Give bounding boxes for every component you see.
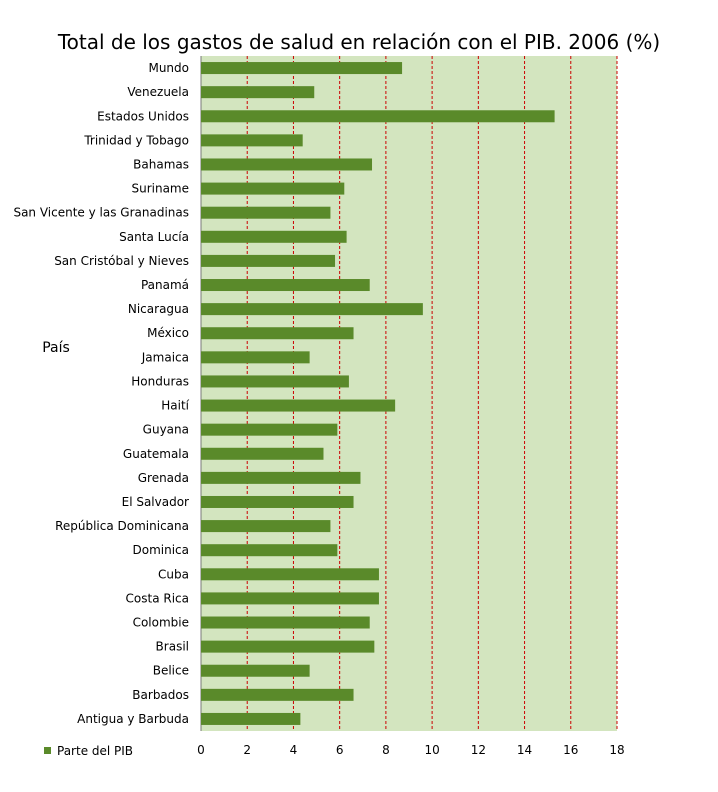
bar [201,254,336,267]
category-label: Santa Lucía [119,230,189,244]
bar [201,495,354,508]
category-label: Colombie [133,616,189,630]
bar [201,303,423,316]
category-label: Grenada [138,471,189,485]
category-label: Costa Rica [126,591,189,605]
bar [201,447,324,460]
x-tick-label: 18 [609,743,624,757]
bar [201,471,361,484]
category-label: Haití [161,399,189,413]
bar [201,544,338,557]
bar [201,399,396,412]
category-label: Brasil [156,640,189,654]
category-label: San Cristóbal y Nieves [54,254,189,268]
category-label: Suriname [131,182,189,196]
y-axis-label: País [42,340,70,356]
category-label: San Vicente y las Granadinas [13,206,189,220]
category-label: Jamaica [141,350,189,364]
category-label: Antigua y Barbuda [77,712,189,726]
bar [201,279,370,292]
legend-label: Parte del PIB [57,744,133,758]
category-label: Bahamas [133,157,189,171]
bar [201,592,379,605]
bar [201,110,555,123]
category-label: Estados Unidos [97,109,189,123]
category-label: Barbados [132,688,189,702]
bar [201,86,315,99]
category-label: Guyana [143,423,189,437]
category-label: México [147,326,189,340]
category-label: Panamá [141,278,189,292]
bar [201,158,373,171]
category-label: Trinidad y Tobago [83,133,189,147]
bar [201,62,403,75]
x-tick-label: 10 [424,743,439,757]
bar [201,520,331,533]
bar [201,351,310,364]
bar [201,640,375,653]
bar [201,327,354,340]
bar [201,712,301,725]
chart-title: Total de los gastos de salud en relación… [57,30,660,54]
bar [201,568,379,581]
bar [201,206,331,219]
legend-swatch [44,747,51,754]
x-tick-label: 14 [517,743,532,757]
x-tick-label: 16 [563,743,578,757]
plot-area [201,56,617,731]
x-tick-label: 2 [243,743,251,757]
category-label: Mundo [148,61,189,75]
bars [201,62,555,725]
x-tick-label: 12 [471,743,486,757]
category-label: El Salvador [122,495,189,509]
category-label: Guatemala [123,447,189,461]
x-tick-label: 8 [382,743,390,757]
x-tick-labels: 0 2 4 6 8 10 12 14 16 18 [197,743,624,757]
bar [201,375,349,388]
bar [201,423,338,436]
category-label: Nicaragua [128,302,189,316]
category-label: Dominica [133,543,190,557]
bar [201,664,310,677]
category-label: Cuba [158,567,189,581]
x-tick-label: 6 [336,743,344,757]
bar [201,182,345,195]
x-tick-label: 4 [290,743,298,757]
bar [201,134,303,147]
category-label: Belice [153,664,189,678]
x-tick-label: 0 [197,743,205,757]
legend: Parte del PIB [44,744,133,758]
category-label: Honduras [131,374,189,388]
category-label: Venezuela [127,85,189,99]
bar [201,230,347,243]
bar [201,616,370,629]
category-labels: Mundo Venezuela Estados Unidos Trinidad y T… [13,61,189,726]
bar [201,688,354,701]
category-label: República Dominicana [55,519,189,533]
